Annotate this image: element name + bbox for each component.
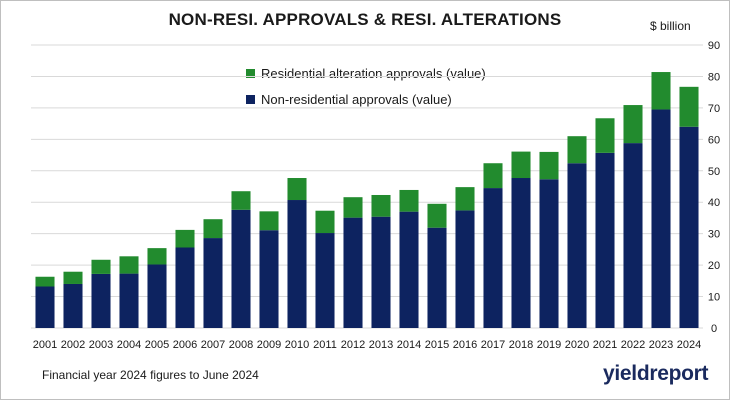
x-tick-label: 2012 bbox=[341, 339, 365, 351]
y-tick-label: 60 bbox=[708, 134, 720, 146]
legend-label-non-residential: Non-residential approvals (value) bbox=[261, 91, 452, 107]
bar-residential-alterations bbox=[427, 203, 447, 228]
bar-non-residential bbox=[35, 286, 55, 328]
bar-residential-alterations bbox=[119, 256, 139, 274]
bar-residential-alterations bbox=[203, 219, 223, 239]
x-tick-label: 2006 bbox=[173, 339, 197, 351]
yieldreport-logo: yieldreport bbox=[603, 362, 709, 385]
y-axis-unit-label: $ billion bbox=[650, 19, 691, 33]
x-tick-label: 2008 bbox=[229, 339, 253, 351]
x-tick-label: 2019 bbox=[537, 339, 561, 351]
x-tick-label: 2002 bbox=[61, 339, 85, 351]
y-tick-label: 70 bbox=[708, 103, 720, 115]
bar-residential-alterations bbox=[287, 178, 307, 201]
x-tick-label: 2005 bbox=[145, 339, 169, 351]
chart-title: NON-RESI. APPROVALS & RESI. ALTERATIONS bbox=[168, 10, 562, 29]
bar-residential-alterations bbox=[595, 118, 615, 153]
bar-residential-alterations bbox=[35, 276, 55, 287]
x-tick-label: 2010 bbox=[285, 339, 309, 351]
bar-residential-alterations bbox=[511, 151, 531, 179]
x-tick-label: 2021 bbox=[593, 339, 617, 351]
y-tick-label: 30 bbox=[708, 229, 720, 241]
bar-non-residential bbox=[679, 126, 699, 328]
legend-swatch-green bbox=[246, 68, 255, 78]
bar-residential-alterations bbox=[63, 271, 83, 284]
bar-non-residential bbox=[511, 178, 531, 328]
bar-non-residential bbox=[343, 217, 363, 328]
bar-non-residential bbox=[203, 238, 223, 328]
x-tick-label: 2020 bbox=[565, 339, 589, 351]
x-tick-label: 2024 bbox=[677, 339, 701, 351]
y-tick-label: 50 bbox=[708, 166, 720, 178]
x-tick-label: 2018 bbox=[509, 339, 533, 351]
x-tick-label: 2017 bbox=[481, 339, 505, 351]
bar-non-residential bbox=[371, 216, 391, 328]
y-tick-label: 10 bbox=[708, 292, 720, 304]
bar-residential-alterations bbox=[651, 72, 671, 110]
bar-residential-alterations bbox=[399, 189, 419, 212]
bar-non-residential bbox=[427, 227, 447, 328]
bar-residential-alterations bbox=[679, 86, 699, 127]
bar-non-residential bbox=[483, 188, 503, 328]
bar-residential-alterations bbox=[483, 163, 503, 189]
x-tick-label: 2013 bbox=[369, 339, 393, 351]
bar-residential-alterations bbox=[91, 259, 111, 274]
y-tick-label: 0 bbox=[711, 323, 717, 335]
bar-non-residential bbox=[651, 109, 671, 328]
bar-non-residential bbox=[259, 230, 279, 328]
y-tick-label: 80 bbox=[708, 71, 720, 83]
x-tick-label: 2023 bbox=[649, 339, 673, 351]
bar-residential-alterations bbox=[567, 136, 587, 164]
bar-residential-alterations bbox=[343, 197, 363, 218]
bar-non-residential bbox=[623, 143, 643, 328]
legend-item-non-residential: Non-residential approvals (value) bbox=[246, 86, 486, 112]
x-tick-label: 2015 bbox=[425, 339, 449, 351]
x-tick-label: 2009 bbox=[257, 339, 281, 351]
x-tick-label: 2016 bbox=[453, 339, 477, 351]
bar-non-residential bbox=[119, 273, 139, 328]
bar-residential-alterations bbox=[147, 248, 167, 265]
bar-residential-alterations bbox=[315, 210, 335, 234]
bar-non-residential bbox=[91, 273, 111, 328]
bar-residential-alterations bbox=[371, 194, 391, 217]
bar-non-residential bbox=[595, 152, 615, 328]
bar-residential-alterations bbox=[539, 151, 559, 180]
y-tick-label: 40 bbox=[708, 197, 720, 209]
bar-residential-alterations bbox=[623, 105, 643, 144]
bar-non-residential bbox=[147, 264, 167, 328]
x-tick-label: 2004 bbox=[117, 339, 141, 351]
bar-residential-alterations bbox=[455, 187, 475, 211]
bar-non-residential bbox=[539, 179, 559, 328]
bar-non-residential bbox=[175, 247, 195, 328]
x-tick-label: 2001 bbox=[33, 339, 57, 351]
x-tick-label: 2014 bbox=[397, 339, 421, 351]
bar-residential-alterations bbox=[259, 211, 279, 231]
bar-residential-alterations bbox=[231, 191, 251, 210]
bar-non-residential bbox=[287, 200, 307, 328]
bar-non-residential bbox=[231, 209, 251, 328]
bar-non-residential bbox=[455, 210, 475, 328]
x-tick-label: 2011 bbox=[313, 339, 337, 351]
footnote: Financial year 2024 figures to June 2024 bbox=[42, 368, 259, 382]
bar-non-residential bbox=[63, 283, 83, 328]
bar-non-residential bbox=[315, 233, 335, 328]
bar-residential-alterations bbox=[175, 229, 195, 248]
y-tick-label: 90 bbox=[708, 40, 720, 52]
x-tick-label: 2022 bbox=[621, 339, 645, 351]
bar-non-residential bbox=[567, 163, 587, 328]
bar-non-residential bbox=[399, 211, 419, 328]
legend-swatch-navy bbox=[246, 94, 255, 104]
x-tick-label: 2003 bbox=[89, 339, 113, 351]
y-tick-label: 20 bbox=[708, 260, 720, 272]
x-tick-label: 2007 bbox=[201, 339, 225, 351]
